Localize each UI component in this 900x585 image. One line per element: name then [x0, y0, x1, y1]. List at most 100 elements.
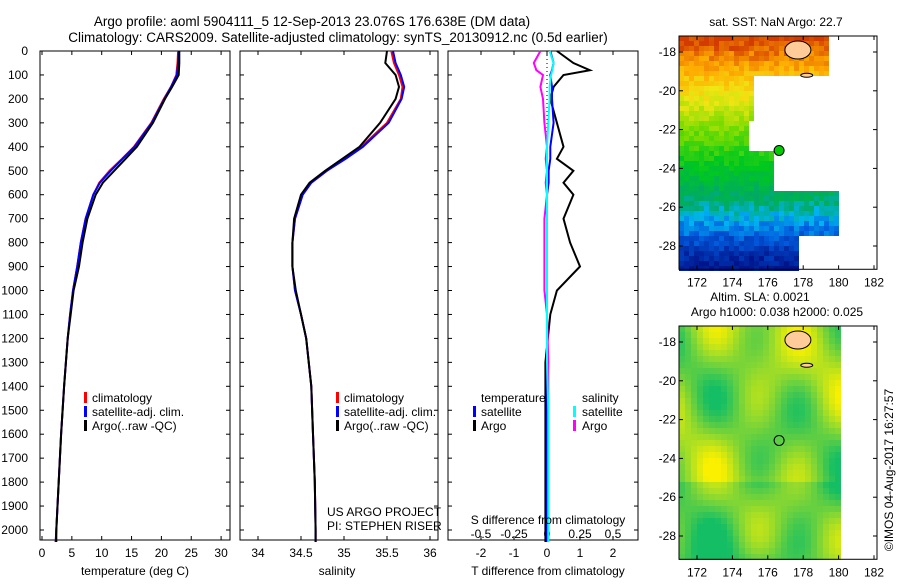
map-cell: [724, 71, 729, 76]
map-cell: [694, 46, 699, 51]
map-cell: [709, 470, 715, 476]
map-cell: [699, 136, 704, 141]
map-cell: [689, 266, 694, 271]
map-cell: [769, 530, 775, 536]
map-cell: [811, 344, 817, 350]
map-cell: [775, 488, 781, 494]
map-cell: [793, 554, 799, 560]
map-cell: [793, 500, 799, 506]
map-cell: [685, 446, 691, 452]
map-cell: [709, 236, 714, 241]
map-cell: [694, 101, 699, 106]
map-cell: [685, 512, 691, 518]
map-cell: [694, 56, 699, 61]
map-cell: [779, 256, 784, 261]
map-cell: [763, 362, 769, 368]
s-tick-label: 0.25: [568, 527, 592, 541]
map-cell: [781, 362, 787, 368]
map-cell: [749, 256, 754, 261]
map-cell: [719, 206, 724, 211]
map-cell: [694, 246, 699, 251]
map-cell: [721, 446, 727, 452]
map-cell: [709, 452, 715, 458]
figure-title-line1: Argo profile: aoml 5904111_5 12-Sep-2013…: [94, 14, 530, 29]
map-cell: [729, 221, 734, 226]
map-cell: [691, 404, 697, 410]
map-cell: [779, 216, 784, 221]
map-cell: [769, 464, 775, 470]
map-cell: [794, 71, 799, 76]
map-cell: [739, 136, 744, 141]
map-cell: [739, 446, 745, 452]
map-cell: [775, 422, 781, 428]
map-cell: [694, 81, 699, 86]
map-cell: [739, 392, 745, 398]
map-cell: [759, 51, 764, 56]
map-cell: [679, 458, 685, 464]
map-cell: [734, 166, 739, 171]
map-cell: [784, 246, 789, 251]
map-cell: [763, 440, 769, 446]
figure-title-line2: Climatology: CARS2009. Satellite-adjuste…: [68, 30, 608, 45]
map-cell: [793, 506, 799, 512]
map-cell: [829, 368, 835, 374]
map-cell: [754, 211, 759, 216]
map-cell: [721, 338, 727, 344]
map-cell: [703, 440, 709, 446]
map-cell: [794, 36, 799, 41]
map-cell: [724, 196, 729, 201]
map-cell: [724, 256, 729, 261]
map-cell: [814, 41, 819, 46]
map-cell: [764, 71, 769, 76]
map-cell: [704, 56, 709, 61]
map-cell: [763, 452, 769, 458]
map-cell: [689, 141, 694, 146]
map-cell: [679, 61, 684, 66]
map-cell: [715, 458, 721, 464]
map-cell: [781, 428, 787, 434]
map-cell: [763, 380, 769, 386]
map-cell: [697, 332, 703, 338]
map-cell: [794, 201, 799, 206]
map-cell: [733, 464, 739, 470]
map-cell: [739, 41, 744, 46]
map-cell: [799, 500, 805, 506]
map-cell: [694, 206, 699, 211]
legend-label: climatology: [344, 391, 404, 405]
map-cell: [689, 216, 694, 221]
map-cell: [744, 211, 749, 216]
map-cell: [805, 356, 811, 362]
s-tick-label: -0.5: [471, 527, 492, 541]
map-cell: [729, 191, 734, 196]
sst-map-frame: [678, 35, 878, 270]
map-cell: [694, 171, 699, 176]
map-cell: [724, 146, 729, 151]
map-cell: [774, 51, 779, 56]
map-cell: [764, 221, 769, 226]
map-cell: [689, 131, 694, 136]
map-cell: [704, 121, 709, 126]
map-cell: [793, 386, 799, 392]
map-cell: [679, 101, 684, 106]
map-cell: [829, 500, 835, 506]
map-cell: [703, 530, 709, 536]
map-cell: [719, 106, 724, 111]
map-cell: [804, 56, 809, 61]
map-cell: [685, 398, 691, 404]
map-cell: [763, 398, 769, 404]
map-cell: [697, 512, 703, 518]
map-cell: [703, 470, 709, 476]
map-cell: [787, 518, 793, 524]
map-cell: [721, 416, 727, 422]
legend-swatch-t-satellite: [473, 406, 476, 417]
credit-pi: PI: STEPHEN RISER: [327, 519, 442, 533]
map-cell: [724, 246, 729, 251]
map-cell: [679, 386, 685, 392]
map-cell: [754, 246, 759, 251]
map-cell: [729, 241, 734, 246]
map-cell: [694, 111, 699, 116]
map-cell: [709, 464, 715, 470]
legend-swatch-argo: [84, 420, 87, 431]
map-cell: [745, 458, 751, 464]
map-cell: [727, 548, 733, 554]
